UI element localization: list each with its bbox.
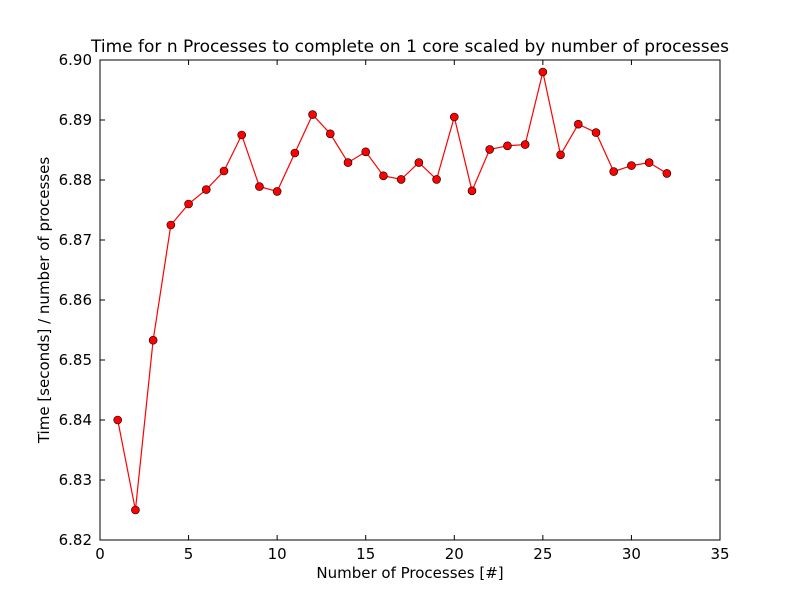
x-axis-label: Number of Processes [#] xyxy=(316,564,503,582)
data-point xyxy=(325,129,335,139)
x-tick-label: 30 xyxy=(622,545,641,563)
x-tick-label: 5 xyxy=(184,545,194,563)
data-point xyxy=(449,112,459,122)
data-point xyxy=(184,199,193,209)
data-point xyxy=(379,171,388,181)
data-point xyxy=(573,119,583,129)
series-group xyxy=(113,67,672,515)
chart-title: Time for n Processes to complete on 1 co… xyxy=(90,37,729,57)
x-tick-label: 0 xyxy=(95,545,105,563)
data-point xyxy=(272,187,282,196)
data-point xyxy=(131,505,140,515)
y-axis-label: Time [seconds] / number of processes xyxy=(35,157,53,444)
data-point xyxy=(467,186,477,196)
data-point xyxy=(432,175,441,184)
y-tick-label: 6.83 xyxy=(59,471,92,489)
y-tick-label: 6.85 xyxy=(59,351,92,369)
data-point xyxy=(237,130,247,140)
y-tick-label: 6.84 xyxy=(59,411,92,429)
x-tick-label: 15 xyxy=(356,545,375,563)
y-tick-label: 6.82 xyxy=(59,531,92,549)
data-point xyxy=(148,335,158,345)
data-point xyxy=(361,147,371,157)
data-point xyxy=(591,128,601,137)
data-point xyxy=(609,167,619,176)
x-tick-label: 25 xyxy=(533,545,552,563)
data-point xyxy=(556,150,565,160)
x-tick-label: 35 xyxy=(710,545,729,563)
data-point xyxy=(485,145,495,154)
y-tick-label: 6.86 xyxy=(59,291,92,309)
data-point xyxy=(414,158,424,167)
data-point xyxy=(627,161,636,170)
axis-ticks: 0 5 10 15 20 25 30 35 6.82 6.83 6.84 6.85 6.86 6.87 6.… xyxy=(59,51,730,563)
y-tick-label: 6.88 xyxy=(59,171,92,189)
data-point xyxy=(113,415,123,425)
y-tick-label: 6.87 xyxy=(59,231,92,249)
x-tick-label: 20 xyxy=(445,545,464,563)
data-point xyxy=(538,67,548,77)
data-point xyxy=(290,148,300,158)
data-point xyxy=(343,158,353,167)
data-point xyxy=(662,169,672,178)
data-point xyxy=(219,166,229,176)
y-tick-label: 6.90 xyxy=(59,51,92,69)
data-point xyxy=(255,182,264,191)
data-point xyxy=(308,110,317,119)
x-tick-label: 10 xyxy=(268,545,287,563)
data-point xyxy=(201,185,211,194)
data-point xyxy=(503,141,512,151)
y-tick-label: 6.89 xyxy=(59,111,92,129)
data-point xyxy=(644,158,654,167)
plot-area xyxy=(99,59,721,541)
data-point xyxy=(396,175,406,184)
data-point xyxy=(520,140,530,149)
data-point xyxy=(166,220,176,230)
